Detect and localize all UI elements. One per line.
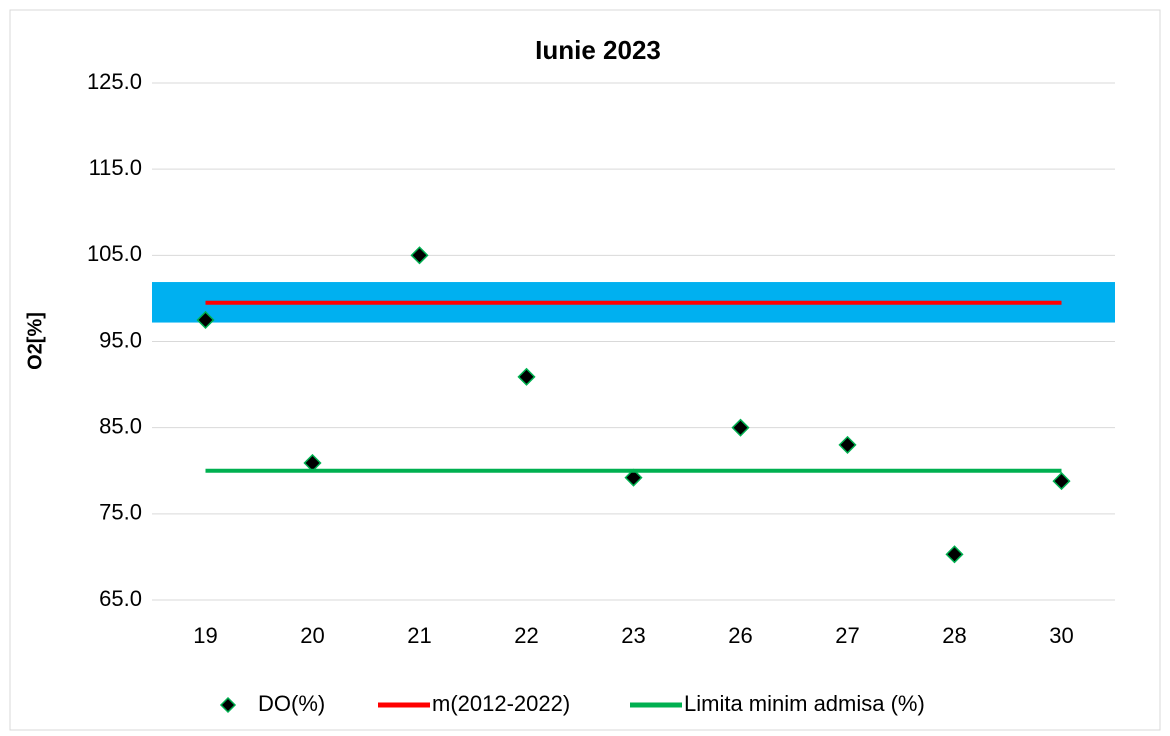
y-axis-label: O2[%] [24, 312, 46, 370]
legend-label: DO(%) [258, 691, 325, 716]
x-tick-label: 26 [728, 623, 752, 648]
y-tick-label: 95.0 [99, 327, 142, 352]
data-point [945, 545, 964, 564]
x-tick-label: 23 [621, 623, 645, 648]
chart-title: Iunie 2023 [535, 35, 661, 65]
data-point [1052, 472, 1071, 491]
y-tick-label: 85.0 [99, 413, 142, 438]
y-tick-label: 75.0 [99, 500, 142, 525]
y-tick-label: 115.0 [89, 155, 142, 180]
x-tick-label: 30 [1049, 623, 1073, 648]
y-tick-label: 105.0 [87, 241, 142, 266]
x-tick-label: 27 [835, 623, 859, 648]
x-tick-label: 22 [514, 623, 538, 648]
x-tick-label: 28 [942, 623, 966, 648]
y-tick-label: 65.0 [99, 586, 142, 611]
x-tick-label: 19 [193, 623, 217, 648]
x-tick-label: 21 [407, 623, 431, 648]
data-point [196, 310, 215, 330]
chart-frame [9, 9, 1161, 731]
data-point [731, 418, 750, 437]
x-tick-label: 20 [300, 623, 324, 648]
legend-marker [219, 696, 237, 714]
data-point [517, 367, 536, 386]
y-tick-label: 125.0 [87, 69, 142, 94]
data-point [410, 246, 429, 265]
data-point [624, 468, 643, 487]
legend-label: Limita minim admisa (%) [684, 691, 925, 716]
data-point [838, 435, 857, 454]
legend-label: m(2012-2022) [432, 691, 570, 716]
